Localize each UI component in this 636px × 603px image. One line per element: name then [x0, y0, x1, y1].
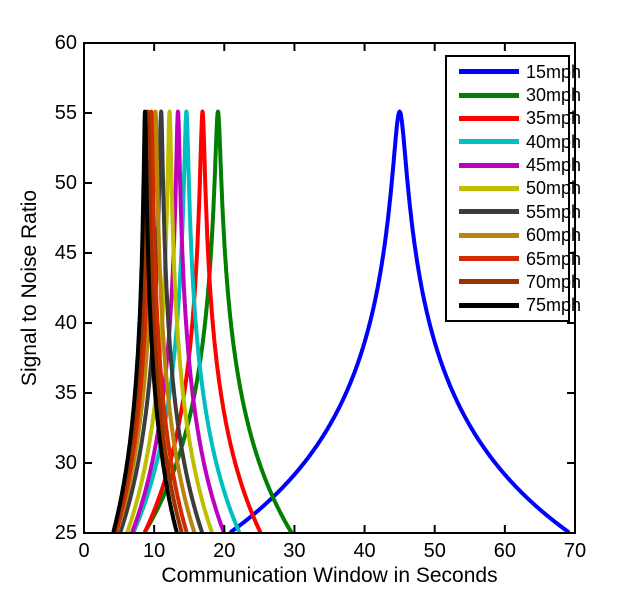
legend-label: 15mph	[526, 61, 582, 82]
legend-item: 45mph	[447, 156, 581, 174]
curve-55mph	[118, 109, 204, 534]
y-tick-label: 35	[54, 382, 77, 404]
legend-item: 75mph	[447, 296, 581, 314]
curve-75mph	[111, 109, 179, 534]
legend-label: 30mph	[526, 85, 582, 106]
y-tick-label: 50	[54, 172, 77, 194]
x-tick-label: 50	[423, 540, 446, 562]
y-tick-label: 30	[54, 452, 77, 474]
curve-50mph	[125, 109, 214, 534]
legend-item: 60mph	[447, 226, 581, 244]
legend-label: 75mph	[526, 295, 582, 316]
curve-45mph	[130, 109, 226, 534]
x-tick-label: 20	[213, 540, 236, 562]
legend-item: 55mph	[447, 203, 581, 221]
legend-item: 70mph	[447, 273, 581, 291]
curve-65mph	[114, 109, 189, 534]
curve-40mph	[131, 109, 241, 534]
x-tick-label: 10	[143, 540, 166, 562]
legend-item: 30mph	[447, 86, 581, 104]
legend-item: 65mph	[447, 250, 581, 268]
legend-line-swatch	[459, 232, 519, 238]
legend-item: 35mph	[447, 109, 581, 127]
legend-line-swatch	[459, 302, 519, 308]
x-tick-label: 70	[563, 540, 587, 562]
legend-label: 50mph	[526, 178, 582, 199]
legend-item: 15mph	[447, 63, 581, 81]
legend-line-swatch	[459, 209, 519, 215]
legend-label: 35mph	[526, 108, 582, 129]
legend-item: 50mph	[447, 179, 581, 197]
legend-label: 45mph	[526, 155, 582, 176]
y-tick-label: 40	[54, 312, 77, 334]
legend-label: 55mph	[526, 201, 582, 222]
y-tick-label: 55	[54, 102, 77, 124]
legend-line-swatch	[459, 279, 519, 285]
legend: 15mph 30mph 35mph 40mph 45mph 50mph 55mph 60mph…	[445, 55, 581, 322]
x-tick-label: 60	[493, 540, 516, 562]
legend-label: 65mph	[526, 248, 582, 269]
plot-border	[83, 42, 576, 534]
legend-line-swatch	[459, 139, 519, 145]
legend-line-swatch	[459, 115, 519, 121]
legend-line-swatch	[459, 92, 519, 98]
legend-item: 40mph	[447, 133, 581, 151]
x-tick-label: 40	[353, 540, 376, 562]
curve-15mph	[229, 109, 570, 534]
x-tick-label: 0	[78, 540, 90, 562]
legend-line-swatch	[459, 162, 519, 168]
x-tick-label: 30	[283, 540, 306, 562]
legend-label: 70mph	[526, 271, 582, 292]
legend-line-swatch	[459, 256, 519, 262]
legend-line-swatch	[459, 185, 519, 191]
legend-label: 40mph	[526, 131, 582, 152]
y-tick-label: 25	[54, 522, 77, 544]
legend-line-swatch	[459, 69, 519, 75]
y-tick-label: 45	[54, 242, 77, 264]
y-tick-label: 60	[54, 32, 77, 54]
legend-label: 60mph	[526, 225, 582, 246]
x-axis-label: Communication Window in Seconds	[161, 564, 498, 587]
